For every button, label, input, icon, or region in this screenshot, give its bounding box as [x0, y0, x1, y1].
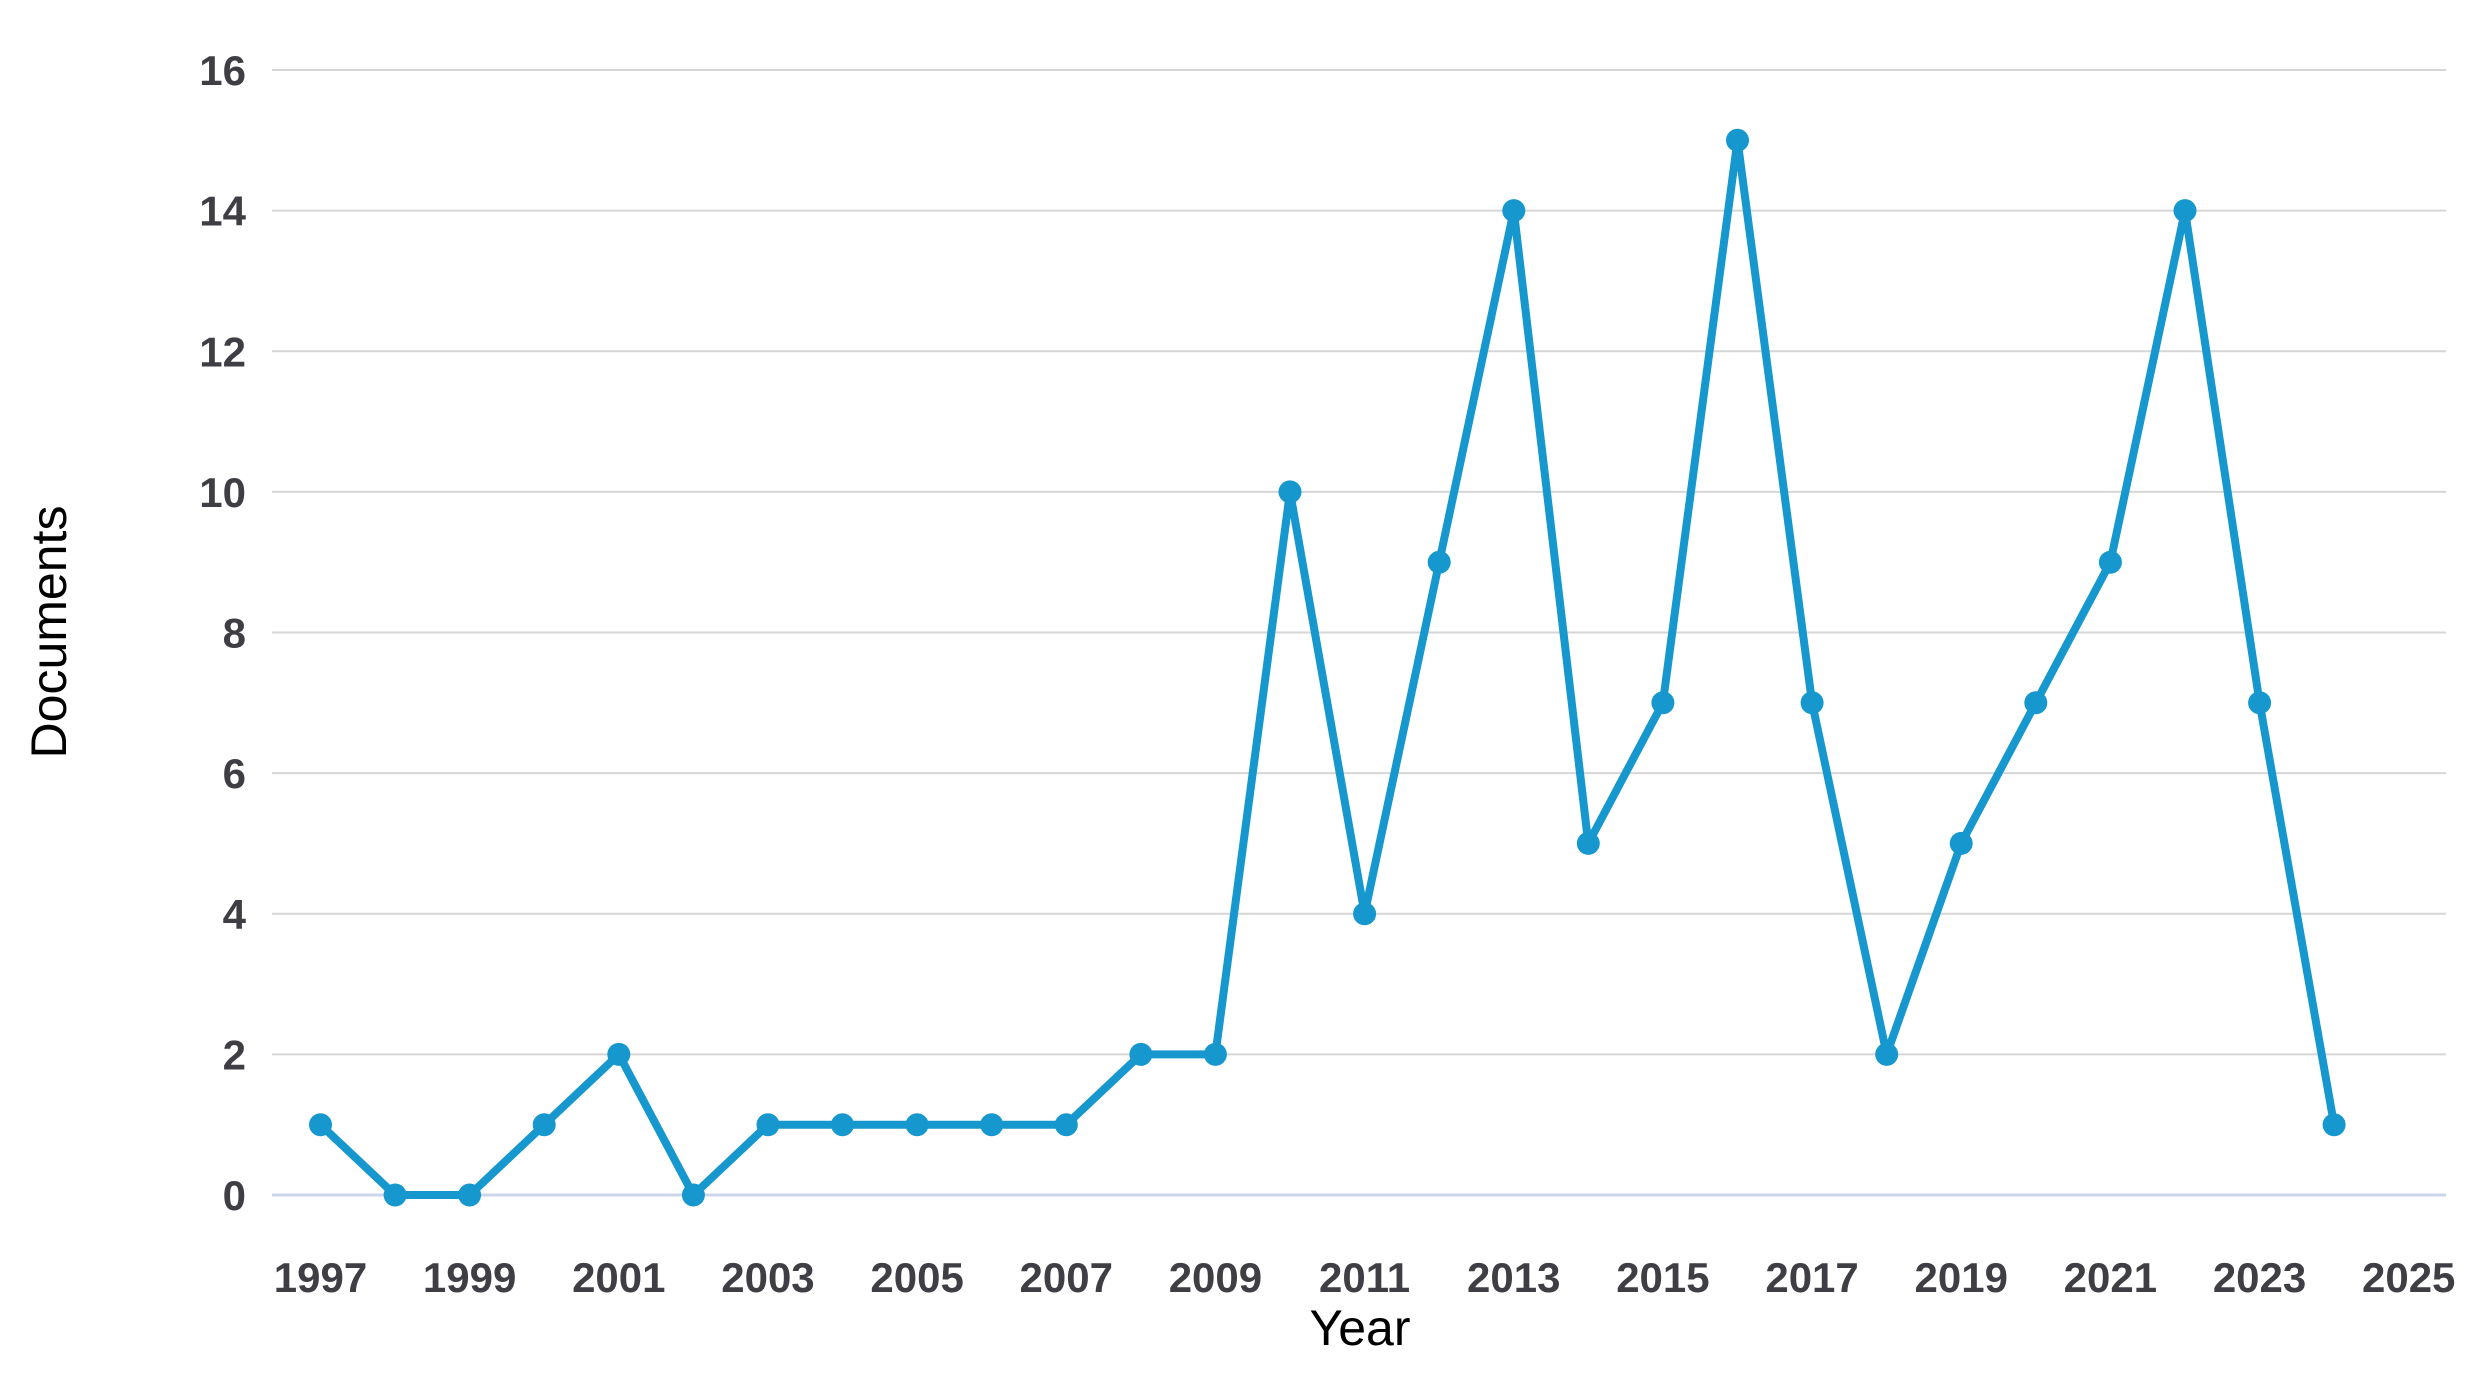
- data-point-markers: [309, 128, 2346, 1207]
- data-point-2021[interactable]: [2098, 550, 2122, 574]
- x-tick-label-1999: 1999: [423, 1254, 516, 1301]
- x-tick-label-1997: 1997: [274, 1254, 367, 1301]
- data-point-2005[interactable]: [905, 1113, 929, 1137]
- x-tick-label-2017: 2017: [1765, 1254, 1858, 1301]
- data-point-2022[interactable]: [2173, 199, 2197, 223]
- data-point-1997[interactable]: [309, 1113, 332, 1137]
- data-point-2012[interactable]: [1427, 550, 1451, 574]
- data-point-2001[interactable]: [607, 1042, 631, 1066]
- data-point-2008[interactable]: [1129, 1042, 1153, 1066]
- y-tick-label-14: 14: [199, 188, 246, 235]
- y-tick-label-2: 2: [223, 1031, 246, 1078]
- data-point-2004[interactable]: [831, 1113, 854, 1137]
- data-point-2018[interactable]: [1875, 1042, 1899, 1066]
- x-tick-label-2009: 2009: [1169, 1254, 1262, 1301]
- data-point-2007[interactable]: [1054, 1113, 1078, 1137]
- x-tick-label-2023: 2023: [2213, 1254, 2306, 1301]
- x-axis-tick-labels: 1997 1999 2001 2003 2005 2007 2009 2011 2013 2015…: [274, 1254, 2456, 1301]
- data-point-2009[interactable]: [1203, 1042, 1227, 1066]
- x-tick-label-2013: 2013: [1467, 1254, 1560, 1301]
- data-point-2002[interactable]: [681, 1183, 705, 1207]
- gridlines: [272, 69, 2446, 1197]
- y-tick-label-12: 12: [199, 328, 246, 375]
- data-point-2017[interactable]: [1800, 691, 1824, 715]
- data-point-2010[interactable]: [1278, 480, 1302, 504]
- data-point-2011[interactable]: [1353, 902, 1377, 926]
- documents-line-series: [316, 136, 2339, 1199]
- y-tick-label-0: 0: [223, 1172, 246, 1219]
- data-point-2015[interactable]: [1651, 691, 1675, 715]
- data-point-2003[interactable]: [756, 1113, 780, 1137]
- x-tick-label-2015: 2015: [1616, 1254, 1709, 1301]
- y-tick-label-10: 10: [199, 469, 246, 516]
- x-tick-label-2025: 2025: [2362, 1254, 2455, 1301]
- x-tick-label-2007: 2007: [1020, 1254, 1113, 1301]
- data-point-2014[interactable]: [1576, 831, 1600, 855]
- data-point-1998[interactable]: [383, 1183, 407, 1207]
- data-point-2023[interactable]: [2248, 691, 2272, 715]
- x-tick-label-2005: 2005: [870, 1254, 963, 1301]
- data-point-2013[interactable]: [1502, 199, 1526, 223]
- data-point-1999[interactable]: [458, 1183, 482, 1207]
- x-axis-title: Year: [1309, 1300, 1410, 1356]
- y-axis-title: Documents: [21, 506, 77, 759]
- data-point-2006[interactable]: [980, 1113, 1004, 1137]
- y-tick-label-16: 16: [199, 47, 246, 94]
- y-tick-label-8: 8: [223, 610, 246, 657]
- data-point-2016[interactable]: [1726, 128, 1749, 152]
- y-tick-label-6: 6: [223, 750, 246, 797]
- x-tick-label-2003: 2003: [721, 1254, 814, 1301]
- x-tick-label-2019: 2019: [1915, 1254, 2008, 1301]
- x-tick-label-2001: 2001: [572, 1254, 665, 1301]
- data-point-2019[interactable]: [1949, 831, 1973, 855]
- data-point-2000[interactable]: [532, 1113, 556, 1137]
- y-tick-label-4: 4: [223, 891, 247, 938]
- x-tick-label-2021: 2021: [2064, 1254, 2157, 1301]
- x-tick-label-2011: 2011: [1319, 1254, 1410, 1301]
- y-axis-tick-labels: 0 2 4 6 8 10 12 14 16: [199, 47, 246, 1219]
- data-point-2024[interactable]: [2322, 1113, 2346, 1137]
- documents-series-line: [316, 136, 2339, 1199]
- data-point-2020[interactable]: [2024, 691, 2048, 715]
